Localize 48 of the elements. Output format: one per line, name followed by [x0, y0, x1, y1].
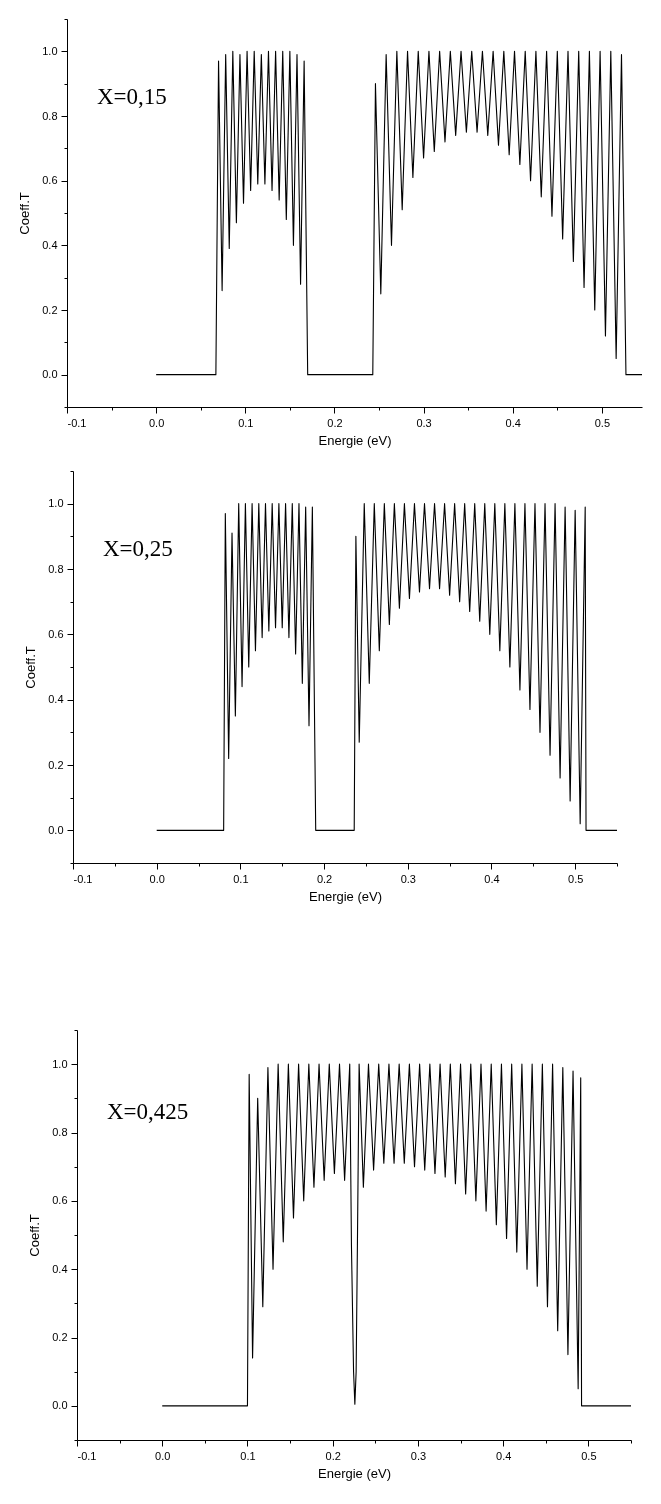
x-tick-label: 0.5 — [594, 416, 611, 429]
y-tick-label: 0.0 — [42, 368, 58, 381]
y-tick-label: 0.0 — [48, 823, 64, 836]
x-tick-label: 0.3 — [416, 416, 432, 429]
x-tick-label: -0.1 — [77, 1449, 97, 1462]
y-tick-label: 0.8 — [52, 1126, 68, 1138]
y-tick-label: 1.0 — [42, 44, 58, 57]
x-axis-title: Energie (eV) — [318, 432, 392, 448]
x-tick-label: 0.2 — [325, 1449, 341, 1462]
y-tick-label: 0.2 — [52, 1331, 68, 1343]
x-tick-label: 0.1 — [240, 1449, 256, 1462]
x-tick-label: 0.0 — [155, 1449, 171, 1462]
y-tick-label: 1.0 — [52, 1057, 68, 1070]
x-tick-label: 0.5 — [581, 1449, 597, 1462]
y-tick-label: 0.6 — [42, 174, 58, 187]
y-axis-title: Coeff.T — [17, 192, 33, 235]
annotation: X=0,425 — [107, 1099, 189, 1124]
y-tick-label: 0.6 — [48, 627, 64, 640]
y-tick-label: 0.2 — [42, 303, 58, 316]
y-tick-label: 0.8 — [42, 109, 58, 122]
x-tick-label: 0.0 — [149, 416, 165, 429]
y-tick-label: 0.4 — [42, 238, 58, 251]
y-tick-label: 1.0 — [48, 497, 64, 510]
annotation: X=0,25 — [103, 536, 173, 562]
y-tick-label: 0.2 — [48, 758, 64, 771]
x-tick-label: -0.1 — [67, 416, 87, 429]
y-tick-label: 0.4 — [52, 1262, 68, 1275]
x-tick-label: -0.1 — [73, 872, 93, 885]
x-tick-label: 0.3 — [400, 872, 416, 885]
x-tick-label: 0.4 — [496, 1449, 512, 1462]
x-tick-label: 0.4 — [484, 872, 500, 885]
y-tick-label: 0.4 — [48, 693, 64, 706]
x-tick-label: 0.3 — [410, 1449, 427, 1462]
x-tick-label: 0.1 — [238, 416, 254, 429]
x-tick-label: 0.4 — [505, 416, 521, 429]
y-tick-label: 0.6 — [52, 1194, 68, 1207]
y-axis-title: Coeff.T — [23, 646, 39, 689]
y-tick-label: 0.8 — [48, 562, 64, 575]
x-tick-label: 0.2 — [316, 872, 333, 885]
x-tick-label: 0.5 — [568, 872, 584, 885]
x-axis-title: Energie (eV) — [318, 1465, 391, 1481]
annotation: X=0,15 — [97, 83, 167, 109]
x-axis-title: Energie (eV) — [309, 888, 382, 904]
y-axis-title: Coeff.T — [27, 1214, 43, 1257]
x-tick-label: 0.0 — [149, 872, 165, 885]
x-tick-label: 0.2 — [327, 416, 343, 429]
y-tick-label: 0.0 — [52, 1399, 68, 1412]
x-tick-label: 0.1 — [233, 872, 249, 885]
